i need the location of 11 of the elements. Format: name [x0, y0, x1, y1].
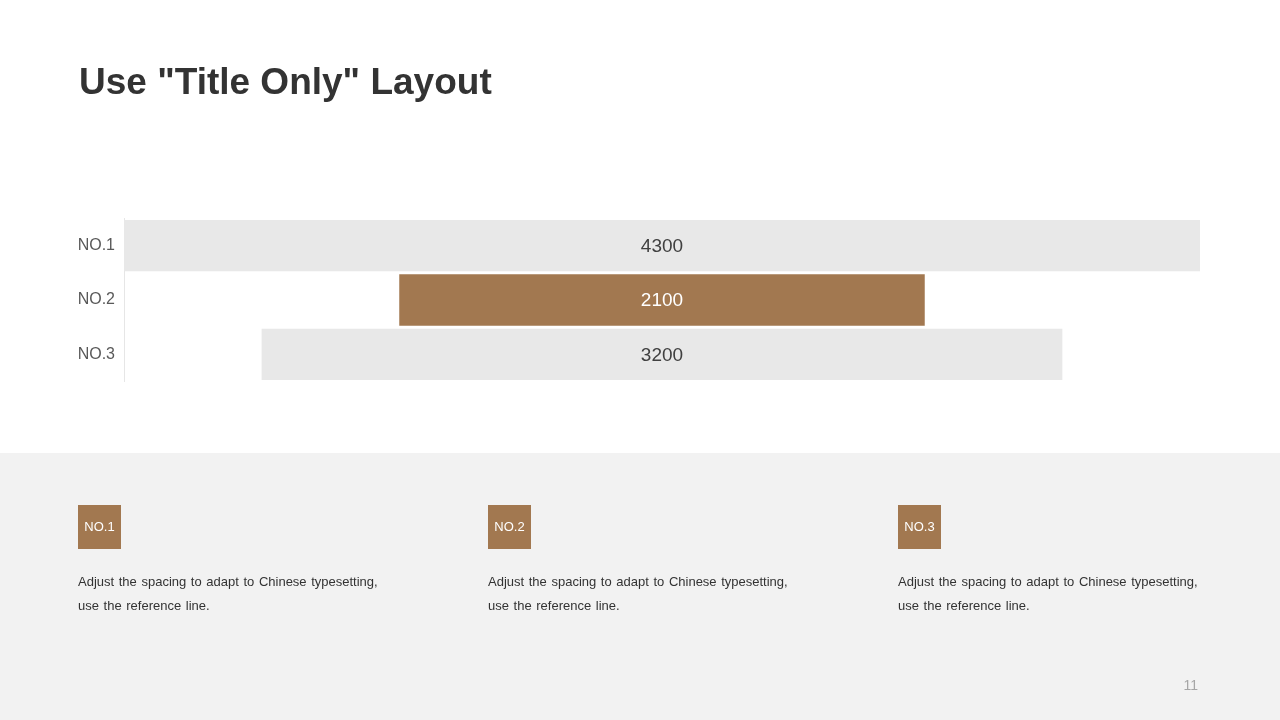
text: 11: [1183, 677, 1198, 693]
category-label: NO.2: [77, 290, 116, 308]
category-label: NO.1: [77, 236, 116, 254]
text: Adjust the spacing to adapt to Chinese typesetting, use the reference line.: [488, 573, 789, 615]
category-label: NO.3: [77, 344, 116, 362]
text: Adjust the spacing to adapt to Chinese typesetting, use the reference line.: [78, 573, 379, 615]
text: Adjust the spacing to adapt to Chinese typesetting, use the reference line.: [898, 573, 1199, 615]
text: Use "Title Only" Layout: [79, 60, 492, 104]
data-label: 2100: [640, 289, 684, 311]
data-label: 3200: [640, 343, 684, 365]
data-label: 4300: [640, 234, 684, 256]
